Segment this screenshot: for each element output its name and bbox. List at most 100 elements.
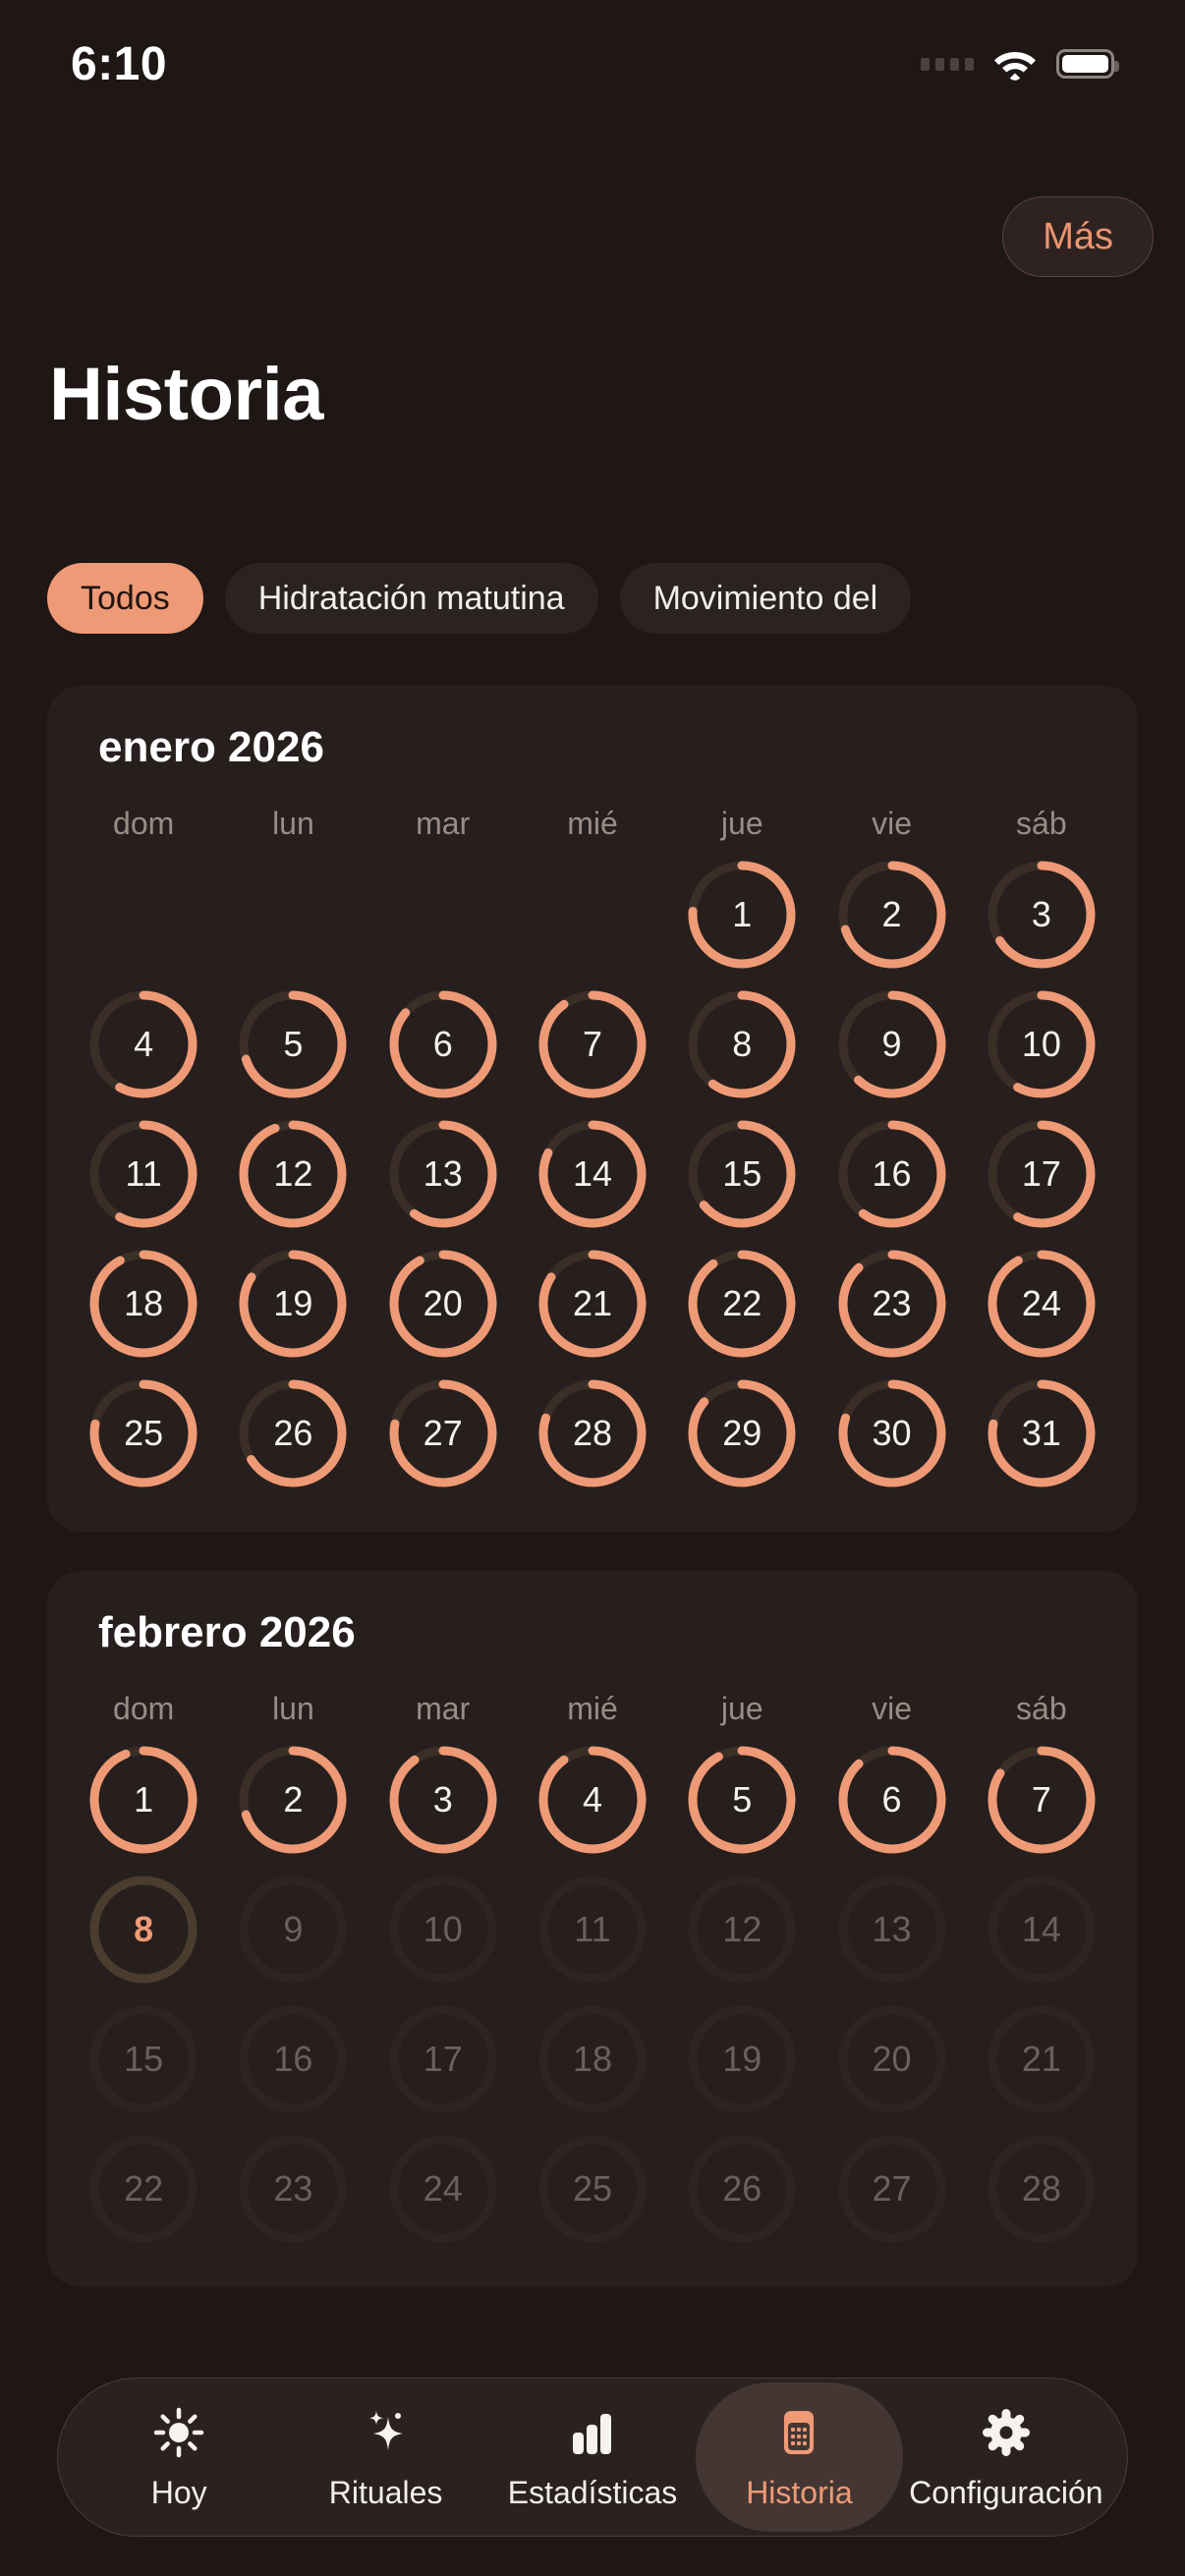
day-cell[interactable]: 12: [218, 1109, 367, 1239]
day-cell[interactable]: 24: [967, 1239, 1116, 1369]
day-cell[interactable]: 20: [817, 1994, 966, 2124]
weekday-label: sáb: [1016, 1691, 1067, 1726]
day-cell[interactable]: 12: [667, 1865, 817, 1994]
day-number: 7: [1031, 1779, 1051, 1820]
day-grid: 1 2 3 4 5 6 7 8 9 10 11 12 13 14 15 16 17 18 19 20 21 22 23 24 2…: [69, 1735, 1116, 2254]
day-cell[interactable]: 14: [967, 1865, 1116, 1994]
day-number: 23: [273, 2168, 313, 2209]
day-cell[interactable]: 28: [967, 2124, 1116, 2254]
day-cell[interactable]: 8: [667, 980, 817, 1109]
filter-chip-1[interactable]: Todos: [47, 563, 203, 634]
day-cell[interactable]: 13: [817, 1865, 966, 1994]
day-cell[interactable]: 3: [967, 850, 1116, 980]
day-cell[interactable]: 10: [967, 980, 1116, 1109]
day-cell[interactable]: 30: [817, 1369, 966, 1498]
day-number: 12: [273, 1153, 313, 1194]
day-cell[interactable]: 27: [368, 1369, 518, 1498]
day-cell[interactable]: 8: [69, 1865, 218, 1994]
filter-chip-label: Movimiento del: [652, 579, 878, 617]
day-cell[interactable]: 26: [218, 1369, 367, 1498]
day-cell[interactable]: 18: [518, 1994, 667, 2124]
day-cell[interactable]: 9: [218, 1865, 367, 1994]
day-cell[interactable]: 28: [518, 1369, 667, 1498]
day-cell[interactable]: 16: [817, 1109, 966, 1239]
day-cell[interactable]: 1: [667, 850, 817, 980]
filter-chip-2[interactable]: Hidratación matutina: [224, 563, 598, 634]
tab-rituales[interactable]: Rituales: [282, 2382, 488, 2532]
day-progress-ring: 5: [235, 986, 351, 1102]
day-cell[interactable]: 15: [69, 1994, 218, 2124]
day-progress-ring: 10: [385, 1872, 501, 1988]
tab-estadisticas[interactable]: Estadísticas: [489, 2382, 696, 2532]
tab-configuracion[interactable]: Configuración: [903, 2382, 1109, 2532]
day-cell[interactable]: 3: [368, 1735, 518, 1865]
bottom-tab-bar[interactable]: Hoy Rituales Estadísticas Historia Configura…: [57, 2378, 1128, 2537]
day-progress-ring: 17: [385, 2001, 501, 2117]
day-cell[interactable]: 21: [967, 1994, 1116, 2124]
day-cell[interactable]: 19: [218, 1239, 367, 1369]
day-number: 25: [124, 1413, 164, 1453]
day-cell[interactable]: 20: [368, 1239, 518, 1369]
day-cell[interactable]: 16: [218, 1994, 367, 2124]
day-number: 28: [1021, 2168, 1061, 2209]
tab-historia[interactable]: Historia: [696, 2382, 903, 2532]
history-scroll-area[interactable]: enero 2026 dom lun mar mié jue vie sáb 1 2 3 4 5 6 7 8 9…: [0, 686, 1185, 2576]
day-cell[interactable]: 17: [967, 1109, 1116, 1239]
day-cell[interactable]: 27: [817, 2124, 966, 2254]
day-cell[interactable]: 19: [667, 1994, 817, 2124]
day-cell[interactable]: 10: [368, 1865, 518, 1994]
day-number: 8: [732, 1024, 753, 1064]
day-cell[interactable]: 23: [218, 2124, 367, 2254]
filter-chip-3[interactable]: Movimiento del: [619, 563, 912, 634]
day-cell[interactable]: 17: [368, 1994, 518, 2124]
day-number: 19: [722, 2039, 762, 2079]
day-number: 9: [881, 1024, 902, 1064]
day-progress-ring: 29: [684, 1375, 800, 1491]
day-cell[interactable]: 6: [817, 1735, 966, 1865]
day-cell[interactable]: 25: [69, 1369, 218, 1498]
day-cell[interactable]: 26: [667, 2124, 817, 2254]
tab-label: Rituales: [328, 2474, 443, 2510]
day-cell[interactable]: 15: [667, 1109, 817, 1239]
day-cell[interactable]: 11: [69, 1109, 218, 1239]
day-cell[interactable]: 14: [518, 1109, 667, 1239]
day-number: 12: [722, 1909, 762, 1949]
day-cell[interactable]: 1: [69, 1735, 218, 1865]
day-cell[interactable]: 11: [518, 1865, 667, 1994]
day-cell[interactable]: 5: [218, 980, 367, 1109]
day-progress-ring: 14: [535, 1116, 650, 1232]
day-cell[interactable]: 13: [368, 1109, 518, 1239]
page-title: Historia: [49, 353, 323, 436]
day-cell[interactable]: 25: [518, 2124, 667, 2254]
day-cell[interactable]: 4: [518, 1735, 667, 1865]
day-cell[interactable]: 24: [368, 2124, 518, 2254]
day-number: 10: [1021, 1024, 1061, 1064]
filter-chip-row[interactable]: Todos Hidratación matutina Movimiento del: [0, 543, 1185, 653]
day-cell[interactable]: 29: [667, 1369, 817, 1498]
day-number: 31: [1021, 1413, 1061, 1453]
tab-hoy[interactable]: Hoy: [76, 2382, 282, 2532]
day-cell[interactable]: 23: [817, 1239, 966, 1369]
day-cell[interactable]: 7: [967, 1735, 1116, 1865]
more-button[interactable]: Más: [1002, 196, 1154, 277]
day-cell[interactable]: 18: [69, 1239, 218, 1369]
day-progress-ring: 26: [684, 2131, 800, 2247]
day-cell[interactable]: 7: [518, 980, 667, 1109]
day-progress-ring: 11: [535, 1872, 650, 1988]
weekday-label: mié: [567, 806, 618, 841]
day-progress-ring: 10: [984, 986, 1100, 1102]
day-progress-ring: 3: [984, 857, 1100, 973]
day-cell[interactable]: 31: [967, 1369, 1116, 1498]
day-cell[interactable]: 2: [218, 1735, 367, 1865]
day-cell[interactable]: 5: [667, 1735, 817, 1865]
day-cell[interactable]: 21: [518, 1239, 667, 1369]
day-cell[interactable]: 22: [69, 2124, 218, 2254]
day-cell[interactable]: 22: [667, 1239, 817, 1369]
day-cell[interactable]: 4: [69, 980, 218, 1109]
day-cell[interactable]: 9: [817, 980, 966, 1109]
day-cell[interactable]: 2: [817, 850, 966, 980]
weekday-label: lun: [272, 1691, 314, 1726]
day-cell[interactable]: 6: [368, 980, 518, 1109]
month-card: enero 2026 dom lun mar mié jue vie sáb 1 2 3 4 5 6 7 8 9…: [47, 686, 1138, 1532]
